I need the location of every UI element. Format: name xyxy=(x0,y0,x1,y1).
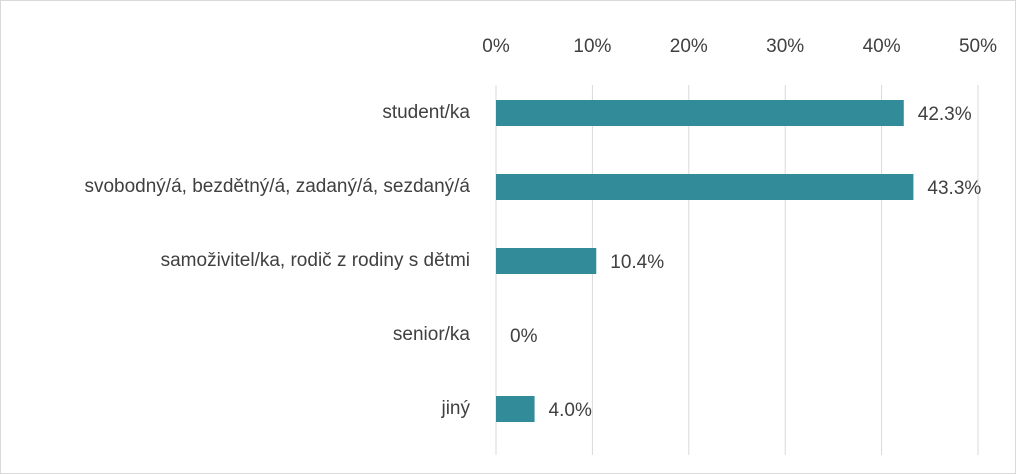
data-label: 42.3% xyxy=(918,104,972,125)
bar xyxy=(496,248,597,274)
data-label: 0% xyxy=(510,326,538,347)
x-tick-label: 50% xyxy=(959,36,997,57)
x-tick-label: 20% xyxy=(670,36,708,57)
y-tick-label: samoživitel/ka, rodič z rodiny s dětmi xyxy=(161,250,470,271)
x-tick-label: 40% xyxy=(863,36,901,57)
x-tick-label: 0% xyxy=(482,36,510,57)
y-tick-label: svobodný/á, bezdětný/á, zadaný/á, sezdan… xyxy=(84,176,470,197)
bar xyxy=(496,100,904,126)
y-tick-label: student/ka xyxy=(382,102,470,123)
bar xyxy=(496,396,535,422)
y-tick-label: jiný xyxy=(440,398,470,419)
x-tick-label: 30% xyxy=(766,36,804,57)
bar xyxy=(496,174,914,200)
y-tick-label: senior/ka xyxy=(393,324,471,345)
data-label: 4.0% xyxy=(549,400,592,421)
x-tick-label: 10% xyxy=(573,36,611,57)
data-label: 43.3% xyxy=(927,178,981,199)
data-label: 10.4% xyxy=(610,252,664,273)
